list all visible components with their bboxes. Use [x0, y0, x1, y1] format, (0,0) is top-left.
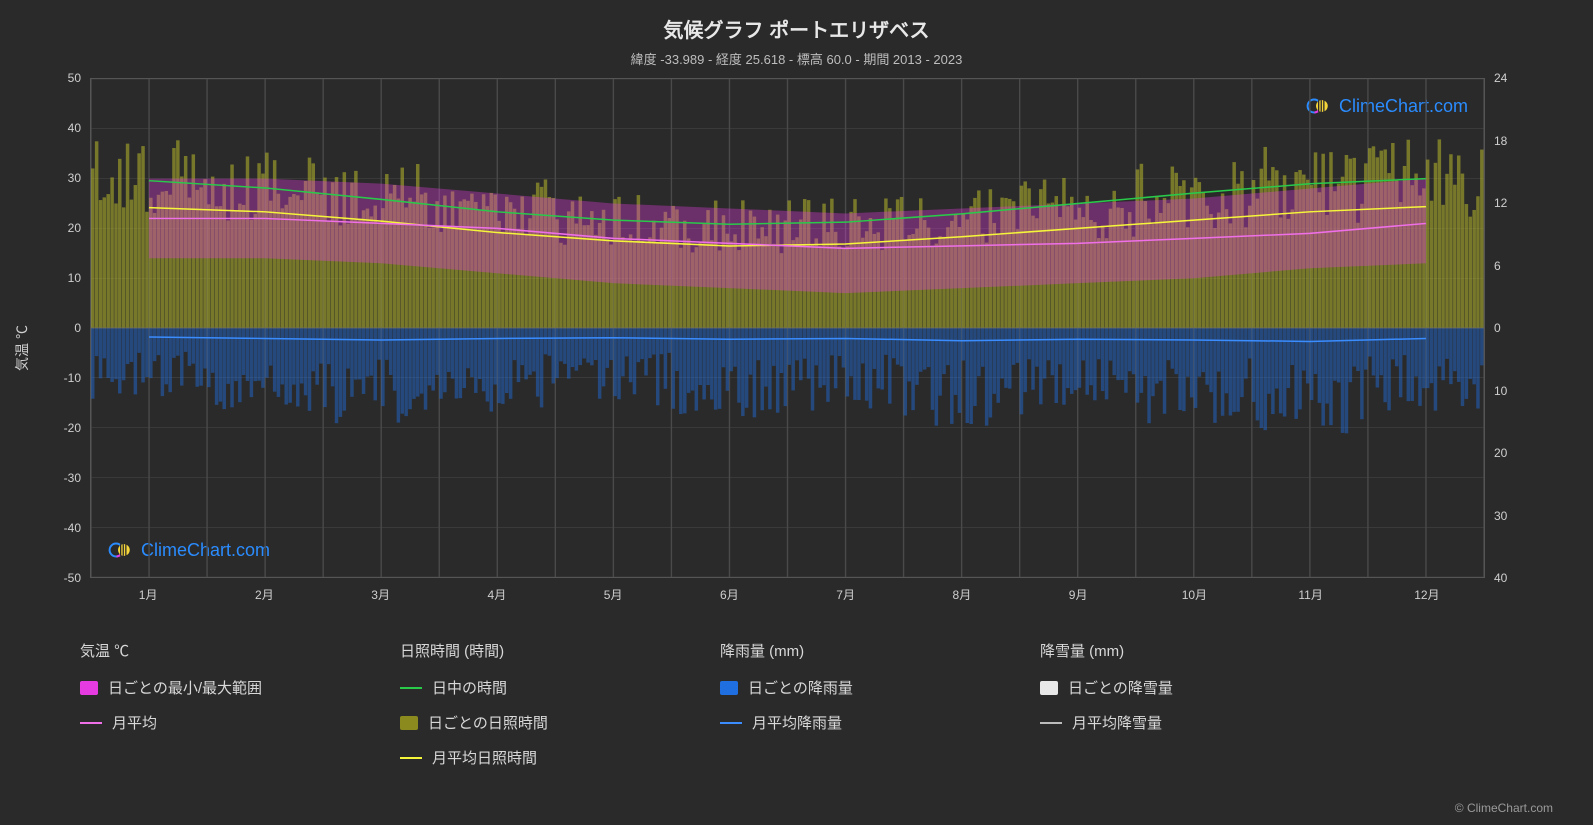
x-tick-month: 4月 [488, 586, 507, 603]
credit-text: © ClimeChart.com [1455, 801, 1553, 815]
y-tick-right-hours: 12 [1494, 196, 1507, 210]
y-tick-left: -40 [64, 521, 81, 535]
legend-label: 日中の時間 [432, 677, 507, 698]
legend-swatch [720, 681, 738, 695]
legend-swatch [400, 757, 422, 759]
legend-swatch [400, 716, 418, 730]
y-tick-left: 50 [68, 71, 81, 85]
legend-label: 日ごとの日照時間 [428, 712, 548, 733]
x-tick-month: 8月 [953, 586, 972, 603]
legend-column: 降雨量 (mm) 日ごとの降雨量月平均降雨量 [720, 640, 980, 768]
legend-swatch [80, 722, 102, 724]
y-tick-left: 10 [68, 271, 81, 285]
y-tick-right-hours: 18 [1494, 134, 1507, 148]
y-tick-left: -20 [64, 421, 81, 435]
legend-swatch [80, 681, 98, 695]
legend-label: 月平均日照時間 [432, 747, 537, 768]
y-tick-left: -50 [64, 571, 81, 585]
x-axis: 1月 2月 3月 4月 5月 6月 7月 8月 9月 10月 11月 12月 [90, 582, 1485, 618]
legend-item: 月平均降雪量 [1040, 712, 1300, 733]
legend-swatch [400, 687, 422, 689]
chart-svg [91, 79, 1484, 577]
y-tick-left: 0 [74, 321, 81, 335]
y-axis-left-label: 気温 ℃ [12, 325, 32, 371]
legend-column: 降雪量 (mm) 日ごとの降雪量月平均降雪量 [1040, 640, 1300, 768]
legend-label: 月平均降雨量 [752, 712, 842, 733]
x-tick-month: 2月 [255, 586, 274, 603]
legend-swatch [1040, 681, 1058, 695]
legend-item: 日中の時間 [400, 677, 660, 698]
legend: 気温 ℃ 日ごとの最小/最大範囲月平均 日照時間 (時間) 日中の時間日ごとの日照時間… [30, 640, 1563, 768]
legend-heading: 日照時間 (時間) [400, 640, 660, 661]
legend-item: 日ごとの最小/最大範囲 [80, 677, 340, 698]
chart-container: 気候グラフ ポートエリザベス 緯度 -33.989 - 経度 25.618 - … [0, 0, 1593, 825]
x-tick-month: 3月 [371, 586, 390, 603]
chart-subtitle: 緯度 -33.989 - 経度 25.618 - 標高 60.0 - 期間 20… [30, 49, 1563, 68]
legend-item: 日ごとの日照時間 [400, 712, 660, 733]
y-axis-left: 50403020100-10-20-30-40-50 [30, 78, 85, 578]
legend-heading: 降雪量 (mm) [1040, 640, 1300, 661]
y-axis-right: 2418126010203040 [1490, 78, 1535, 578]
legend-item: 日ごとの降雨量 [720, 677, 980, 698]
legend-label: 月平均 [112, 712, 157, 733]
y-tick-left: 20 [68, 221, 81, 235]
y-tick-left: -10 [64, 371, 81, 385]
y-tick-right-mm: 20 [1494, 446, 1507, 460]
x-tick-month: 7月 [836, 586, 855, 603]
y-tick-left: 40 [68, 121, 81, 135]
x-tick-month: 5月 [604, 586, 623, 603]
y-tick-right-hours: 24 [1494, 71, 1507, 85]
legend-label: 月平均降雪量 [1072, 712, 1162, 733]
legend-item: 月平均日照時間 [400, 747, 660, 768]
legend-column: 気温 ℃ 日ごとの最小/最大範囲月平均 [80, 640, 340, 768]
y-tick-left: -30 [64, 471, 81, 485]
legend-label: 日ごとの降雪量 [1068, 677, 1173, 698]
legend-label: 日ごとの降雨量 [748, 677, 853, 698]
y-tick-right-hours: 6 [1494, 259, 1501, 273]
x-tick-month: 6月 [720, 586, 739, 603]
legend-swatch [720, 722, 742, 724]
y-tick-left: 30 [68, 171, 81, 185]
chart-title: 気候グラフ ポートエリザベス [30, 14, 1563, 43]
y-tick-right-mm: 30 [1494, 509, 1507, 523]
y-tick-right-mm: 10 [1494, 384, 1507, 398]
x-tick-month: 9月 [1069, 586, 1088, 603]
legend-swatch [1040, 722, 1062, 724]
legend-label: 日ごとの最小/最大範囲 [108, 677, 262, 698]
x-tick-month: 11月 [1298, 586, 1322, 603]
x-tick-month: 1月 [139, 586, 158, 603]
legend-item: 月平均 [80, 712, 340, 733]
plot-area: 気温 ℃ 日照時間 (時間) 降雨量 / 降雪量 (mm) 5040302010… [30, 78, 1563, 618]
y-tick-right-hours: 0 [1494, 321, 1501, 335]
x-tick-month: 12月 [1414, 586, 1439, 603]
legend-heading: 気温 ℃ [80, 640, 340, 661]
legend-column: 日照時間 (時間) 日中の時間日ごとの日照時間月平均日照時間 [400, 640, 660, 768]
plot-canvas: ClimeChart.com ClimeChart.com [90, 78, 1485, 578]
legend-item: 月平均降雨量 [720, 712, 980, 733]
legend-heading: 降雨量 (mm) [720, 640, 980, 661]
legend-item: 日ごとの降雪量 [1040, 677, 1300, 698]
x-tick-month: 10月 [1182, 586, 1207, 603]
y-tick-right-mm: 40 [1494, 571, 1507, 585]
